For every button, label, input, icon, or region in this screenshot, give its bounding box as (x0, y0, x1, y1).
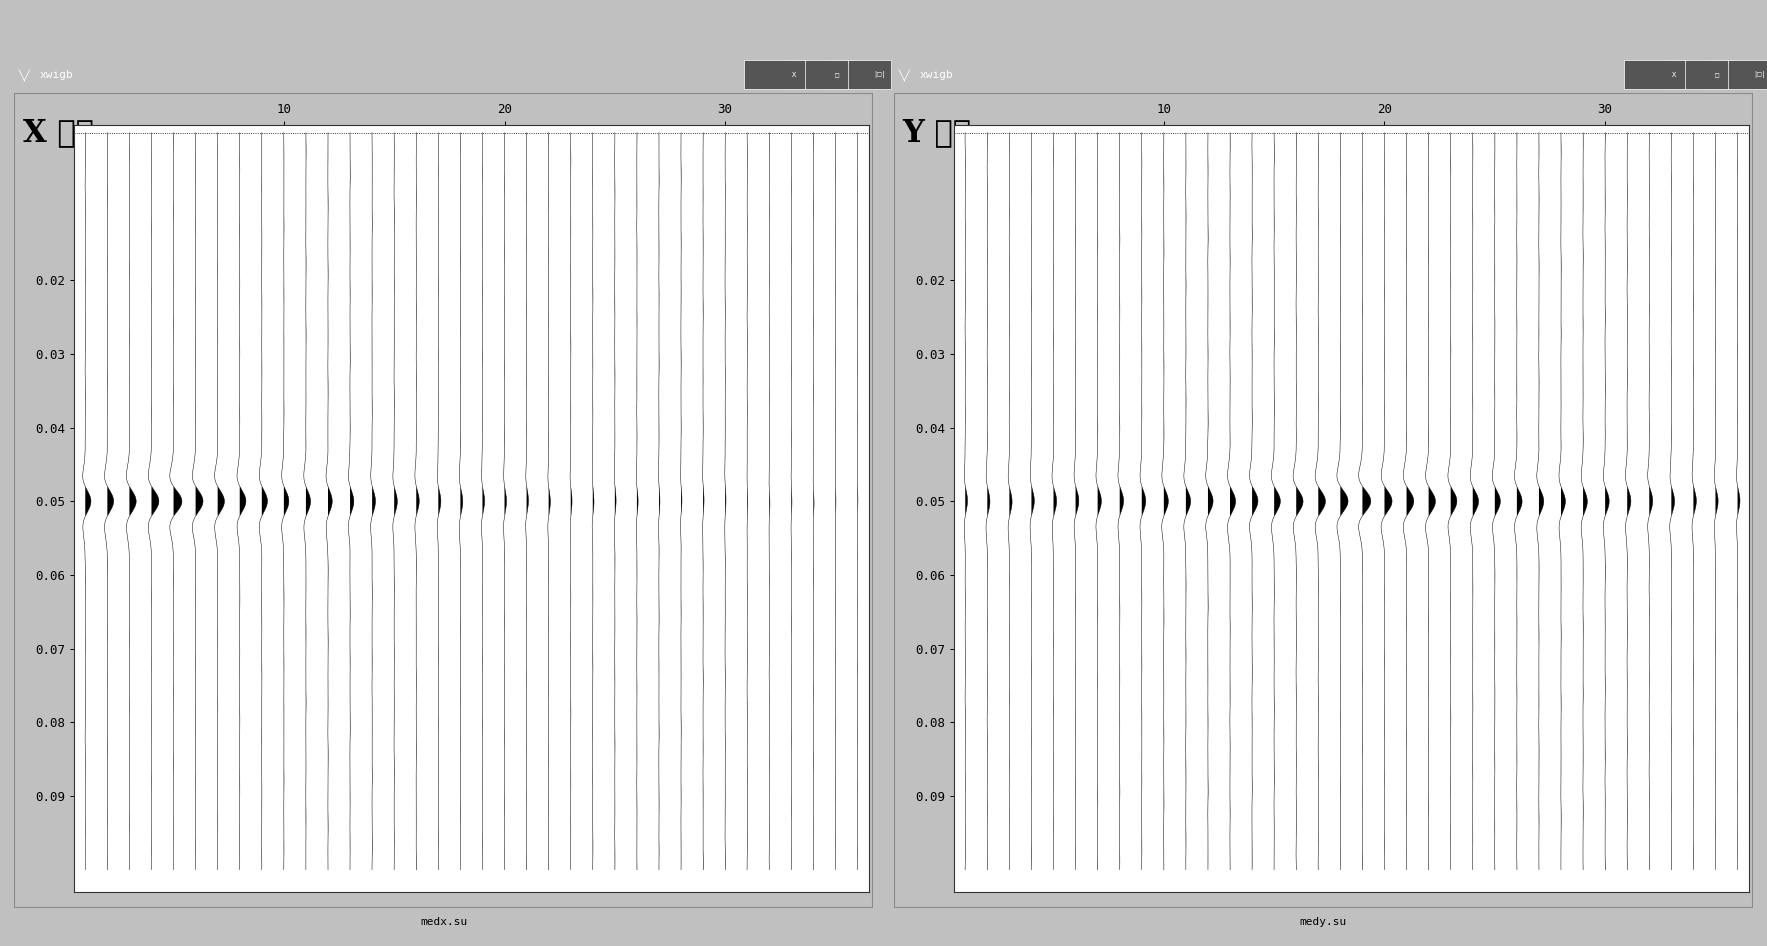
Text: xwigb: xwigb (921, 70, 954, 79)
Text: medy.su: medy.su (1301, 918, 1346, 927)
Text: |□|: |□| (1753, 71, 1765, 79)
FancyBboxPatch shape (786, 61, 848, 89)
FancyBboxPatch shape (1709, 61, 1767, 89)
Text: □: □ (1714, 72, 1719, 78)
FancyBboxPatch shape (744, 61, 806, 89)
Text: |□|: |□| (873, 71, 885, 79)
Text: medx.su: medx.su (421, 918, 466, 927)
Text: ╲╱: ╲╱ (898, 69, 910, 80)
Text: Y 分量: Y 分量 (903, 117, 972, 149)
FancyBboxPatch shape (829, 61, 891, 89)
Text: X 分量: X 分量 (23, 117, 94, 149)
Text: xwigb: xwigb (41, 70, 74, 79)
Text: ╲╱: ╲╱ (18, 69, 30, 80)
Text: X: X (1672, 72, 1675, 78)
FancyBboxPatch shape (1666, 61, 1728, 89)
Text: X: X (792, 72, 795, 78)
Text: □: □ (834, 72, 839, 78)
FancyBboxPatch shape (1624, 61, 1686, 89)
